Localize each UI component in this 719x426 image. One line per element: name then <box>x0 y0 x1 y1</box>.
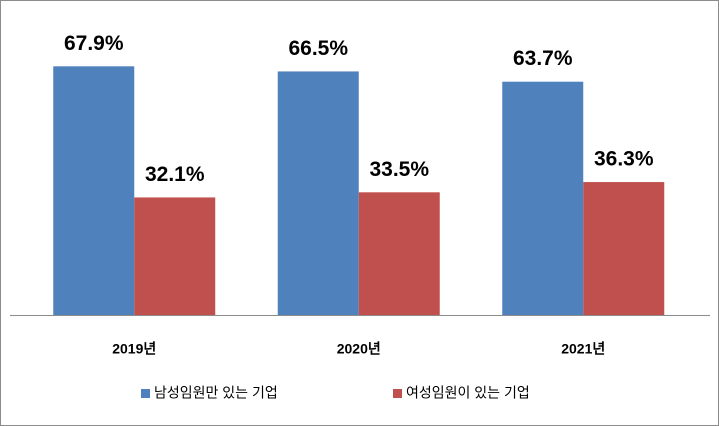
bar <box>502 81 584 315</box>
legend-label: 여성임원이 있는 기업 <box>406 385 530 401</box>
bar <box>583 182 665 315</box>
legend-label: 남성임원만 있는 기업 <box>154 385 278 401</box>
x-tick-label: 2021년 <box>561 341 605 357</box>
x-tick-label: 2019년 <box>112 341 156 357</box>
bar <box>53 66 135 315</box>
value-label: 32.1% <box>145 163 205 186</box>
legend-swatch <box>393 389 402 398</box>
legend-swatch <box>141 389 150 398</box>
bar <box>277 71 359 315</box>
bar <box>134 197 216 315</box>
bar <box>358 192 440 315</box>
value-label: 66.5% <box>288 37 348 60</box>
value-label: 33.5% <box>369 158 429 181</box>
x-tick-label: 2020년 <box>337 341 381 357</box>
value-label: 63.7% <box>513 47 573 70</box>
value-label: 67.9% <box>64 32 124 55</box>
value-label: 36.3% <box>594 148 654 171</box>
